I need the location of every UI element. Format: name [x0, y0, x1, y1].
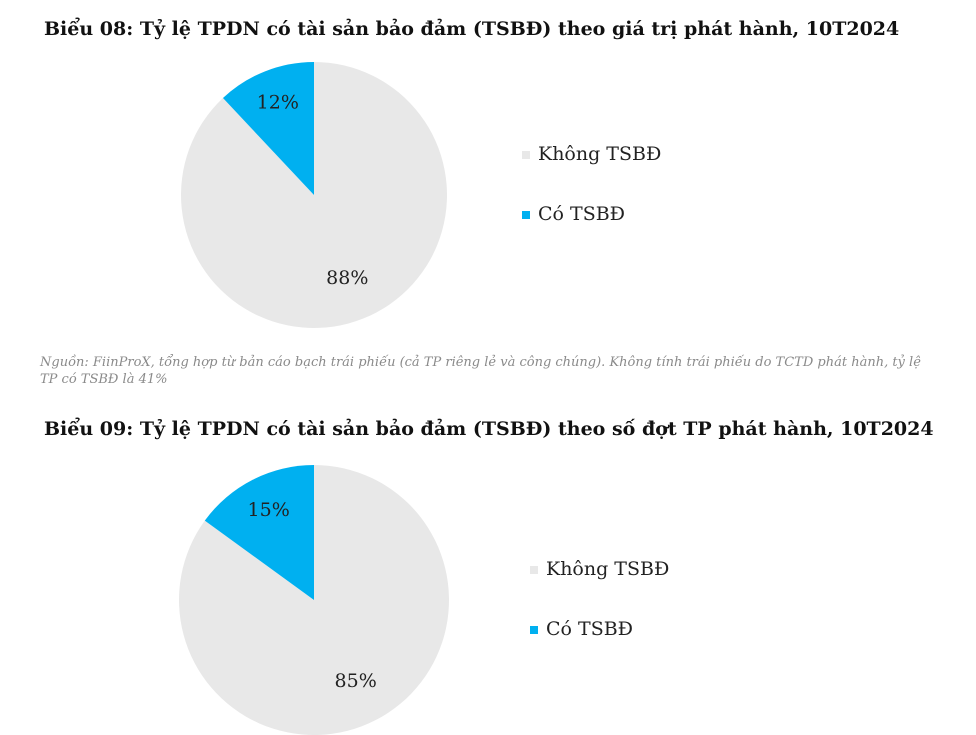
legend-label: Không TSBĐ: [538, 143, 661, 165]
legend-marker: [522, 211, 530, 219]
legend-marker: [522, 151, 530, 159]
legend-label: Không TSBĐ: [546, 558, 669, 580]
value-label: 12%: [257, 91, 299, 113]
legend-label: Có TSBĐ: [538, 203, 625, 225]
chart-title: Biểu 09: Tỷ lệ TPDN có tài sản bảo đảm (…: [44, 416, 934, 440]
source-note: Nguồn: FiinProX, tổng hợp từ bản cáo bạc…: [40, 355, 921, 387]
legend-marker: [530, 626, 538, 634]
value-label: 85%: [335, 670, 377, 692]
pie-slice: [179, 465, 449, 735]
pie-slice: [222, 62, 314, 195]
legend-label: Có TSBĐ: [546, 618, 633, 640]
pie-slice: [204, 465, 314, 600]
chart-title: Biểu 08: Tỷ lệ TPDN có tài sản bảo đảm (…: [44, 16, 899, 40]
value-label: 88%: [326, 267, 368, 289]
value-label: 15%: [248, 499, 290, 521]
legend-marker: [530, 566, 538, 574]
